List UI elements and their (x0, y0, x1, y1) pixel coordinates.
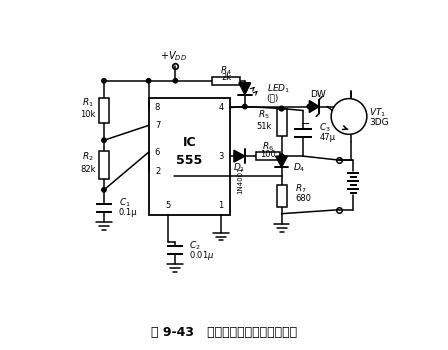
Text: $C_1$: $C_1$ (119, 197, 131, 209)
Polygon shape (309, 100, 319, 112)
Bar (99, 98, 109, 124)
Text: 100: 100 (260, 150, 276, 159)
Text: $R_4$: $R_4$ (220, 65, 232, 77)
Text: $R_7$: $R_7$ (295, 183, 307, 195)
Text: 10k: 10k (80, 110, 96, 119)
Text: 0.1μ: 0.1μ (119, 208, 138, 217)
Polygon shape (276, 156, 288, 167)
Text: $VT_1$: $VT_1$ (369, 106, 386, 119)
Bar (276, 108, 287, 136)
Text: 2k: 2k (221, 73, 231, 82)
Text: 2: 2 (155, 167, 160, 176)
Bar (347, 188, 359, 190)
Text: 4: 4 (218, 103, 224, 112)
Text: 图 9-43   锌锰干电池还原充电器电路: 图 9-43 锌锰干电池还原充电器电路 (151, 326, 297, 339)
Text: $R_5$: $R_5$ (258, 108, 270, 121)
Text: 555: 555 (176, 154, 202, 167)
Bar (350, 184, 357, 186)
Text: 5: 5 (166, 201, 171, 210)
Circle shape (102, 188, 106, 192)
Text: 680: 680 (295, 194, 311, 203)
Circle shape (243, 104, 247, 109)
Text: $+V_{DD}$: $+V_{DD}$ (160, 49, 187, 63)
Text: DW: DW (310, 90, 326, 99)
Bar (294, 136, 312, 138)
Text: 8: 8 (155, 103, 160, 112)
Circle shape (146, 78, 151, 83)
Bar (350, 192, 357, 194)
Bar (96, 211, 112, 213)
Text: $C_2$: $C_2$ (189, 239, 201, 252)
Bar (96, 203, 112, 205)
Bar (347, 172, 359, 174)
Text: $LED_1$: $LED_1$ (267, 83, 290, 95)
Bar (212, 77, 240, 85)
Text: 82k: 82k (80, 164, 96, 174)
Text: $R_6$: $R_6$ (262, 141, 274, 153)
Bar (99, 151, 109, 179)
Text: $R_1$: $R_1$ (82, 96, 94, 109)
Circle shape (307, 104, 311, 109)
Bar (256, 152, 280, 160)
Text: 7: 7 (155, 121, 160, 130)
Bar (350, 176, 357, 178)
Polygon shape (234, 150, 245, 162)
Text: 3DG: 3DG (369, 118, 388, 127)
Text: −: − (301, 119, 310, 130)
Text: $D_4$: $D_4$ (293, 162, 306, 174)
Circle shape (280, 154, 284, 158)
Bar (294, 128, 312, 130)
Polygon shape (239, 83, 251, 94)
Circle shape (280, 106, 284, 111)
Bar (347, 180, 359, 182)
Text: (红): (红) (267, 93, 279, 102)
Text: $R_2$: $R_2$ (82, 151, 94, 163)
Text: 3: 3 (218, 152, 224, 161)
Circle shape (102, 138, 106, 142)
Text: 47μ: 47μ (319, 133, 335, 142)
Text: $C_3$: $C_3$ (319, 121, 331, 134)
Text: 51k: 51k (256, 122, 271, 131)
Bar (168, 245, 183, 247)
Text: 1: 1 (218, 201, 224, 210)
Bar (276, 185, 287, 207)
Circle shape (331, 99, 367, 134)
Text: IC: IC (182, 136, 196, 149)
Bar (168, 253, 183, 256)
Text: 1N4001: 1N4001 (237, 166, 243, 194)
Circle shape (173, 78, 177, 83)
Bar (149, 98, 230, 215)
Circle shape (280, 106, 284, 111)
Circle shape (102, 78, 106, 83)
Text: $D_1$: $D_1$ (233, 162, 245, 174)
Text: $0.01μ$: $0.01μ$ (189, 249, 215, 262)
Text: 6: 6 (155, 148, 160, 157)
